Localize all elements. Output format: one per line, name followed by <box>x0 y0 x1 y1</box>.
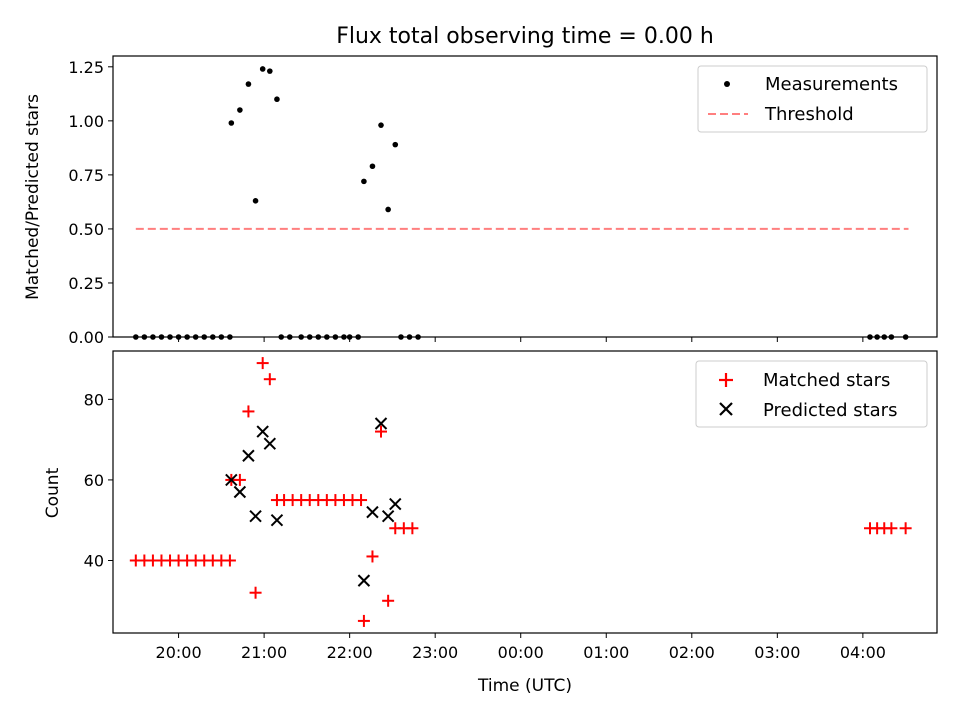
predicted-stars-point <box>381 509 395 523</box>
bottom-legend: Matched stars Predicted stars <box>695 360 928 428</box>
legend-measurements-label: Measurements <box>765 74 898 95</box>
matched-stars-point <box>233 473 246 486</box>
measurement-point <box>267 68 273 74</box>
predicted-stars-point <box>389 497 402 511</box>
measurement-point <box>369 163 376 170</box>
bottom-x-tick-label: 00:00 <box>498 643 544 662</box>
legend-threshold-label: Threshold <box>764 104 854 125</box>
top-axis-ticks: 0.00 0.25 0.50 0.75 1.00 1.25 <box>68 58 864 347</box>
matched-stars-point <box>256 357 269 370</box>
bottom-axis-ticks: 20:00 21:00 22:00 23:00 00:00 01:00 02:00 03:00… <box>84 390 886 662</box>
bottom-y-tick-label: 60 <box>84 471 104 490</box>
measurement-point <box>385 206 391 213</box>
bottom-x-tick-label: 23:00 <box>412 643 458 662</box>
top-plot-frame <box>112 55 938 338</box>
matched-stars-point <box>375 425 388 438</box>
predicted-stars-point <box>357 574 371 587</box>
predicted-stars-point <box>225 473 238 487</box>
bottom-x-tick-label: 03:00 <box>754 643 800 662</box>
bottom-x-tick-label: 22:00 <box>327 643 373 662</box>
bottom-y-tick-label: 40 <box>84 551 104 570</box>
legend-predicted-label: Predicted stars <box>763 400 897 421</box>
matched-stars-point <box>223 554 236 567</box>
matched-stars-point <box>357 614 370 627</box>
measurement-point <box>252 198 259 204</box>
matched-stars-point <box>366 550 379 563</box>
predicted-stars-point <box>374 417 388 430</box>
predicted-stars-point <box>366 505 379 519</box>
top-legend-box <box>697 65 928 133</box>
bottom-x-tick-label: 04:00 <box>840 643 886 662</box>
predicted-stars-point <box>249 509 262 523</box>
bottom-plot-frame <box>112 350 938 634</box>
measurement-point <box>274 96 280 103</box>
top-y-axis-label: Matched/Predicted stars <box>23 94 43 300</box>
predicted-stars-point <box>270 513 284 527</box>
bottom-legend-box <box>695 360 928 428</box>
matched-stars-point <box>263 373 276 386</box>
matched-stars-point <box>406 522 419 535</box>
top-y-tick-label: 0.00 <box>68 328 104 347</box>
bottom-x-tick-label: 21:00 <box>241 643 287 662</box>
measurement-point <box>228 120 235 126</box>
top-panel: Flux total observing time = 0.00 h 0.000… <box>23 24 938 347</box>
legend-measurements-marker <box>724 81 730 87</box>
bottom-x-tick-label: 02:00 <box>669 643 715 662</box>
bottom-y-tick-label: 80 <box>84 390 104 409</box>
measurement-point <box>392 141 399 148</box>
legend-matched-marker <box>719 373 733 387</box>
top-chart-title: Flux total observing time = 0.00 h <box>336 24 714 49</box>
matched-stars-point <box>885 522 898 535</box>
matched-stars-point <box>382 594 395 607</box>
measurement-point <box>378 122 384 128</box>
top-y-tick-label: 0.25 <box>68 274 104 293</box>
bottom-plot-marks <box>129 357 912 627</box>
bottom-y-axis-label: Count <box>43 467 63 518</box>
top-y-tick-label: 1.25 <box>68 58 104 77</box>
bottom-panel: 20:00 21:00 22:00 23:00 00:00 01:00 02:00 03:00… <box>43 350 938 696</box>
matched-stars-point <box>249 586 262 599</box>
matched-stars-point <box>355 494 368 507</box>
matched-stars-point <box>899 522 912 535</box>
measurement-point <box>259 66 266 72</box>
top-y-tick-label: 1.00 <box>68 112 104 131</box>
top-y-tick-label: 0.75 <box>68 166 104 185</box>
predicted-stars-point <box>242 449 255 462</box>
top-y-tick-label: 0.50 <box>68 220 104 239</box>
predicted-stars-point <box>263 437 277 450</box>
legend-matched-label: Matched stars <box>763 370 890 391</box>
measurement-point <box>237 107 243 113</box>
bottom-x-tick-label: 20:00 <box>156 643 202 662</box>
measurement-point <box>245 81 252 87</box>
predicted-stars-point <box>233 485 247 499</box>
predicted-stars-point <box>256 425 269 438</box>
bottom-x-tick-label: 01:00 <box>583 643 629 662</box>
legend-predicted-marker <box>719 402 733 416</box>
matched-stars-point <box>242 405 255 418</box>
top-legend: Measurements Threshold <box>697 65 928 133</box>
bottom-x-axis-label: Time (UTC) <box>477 676 572 696</box>
measurement-point <box>361 178 367 185</box>
